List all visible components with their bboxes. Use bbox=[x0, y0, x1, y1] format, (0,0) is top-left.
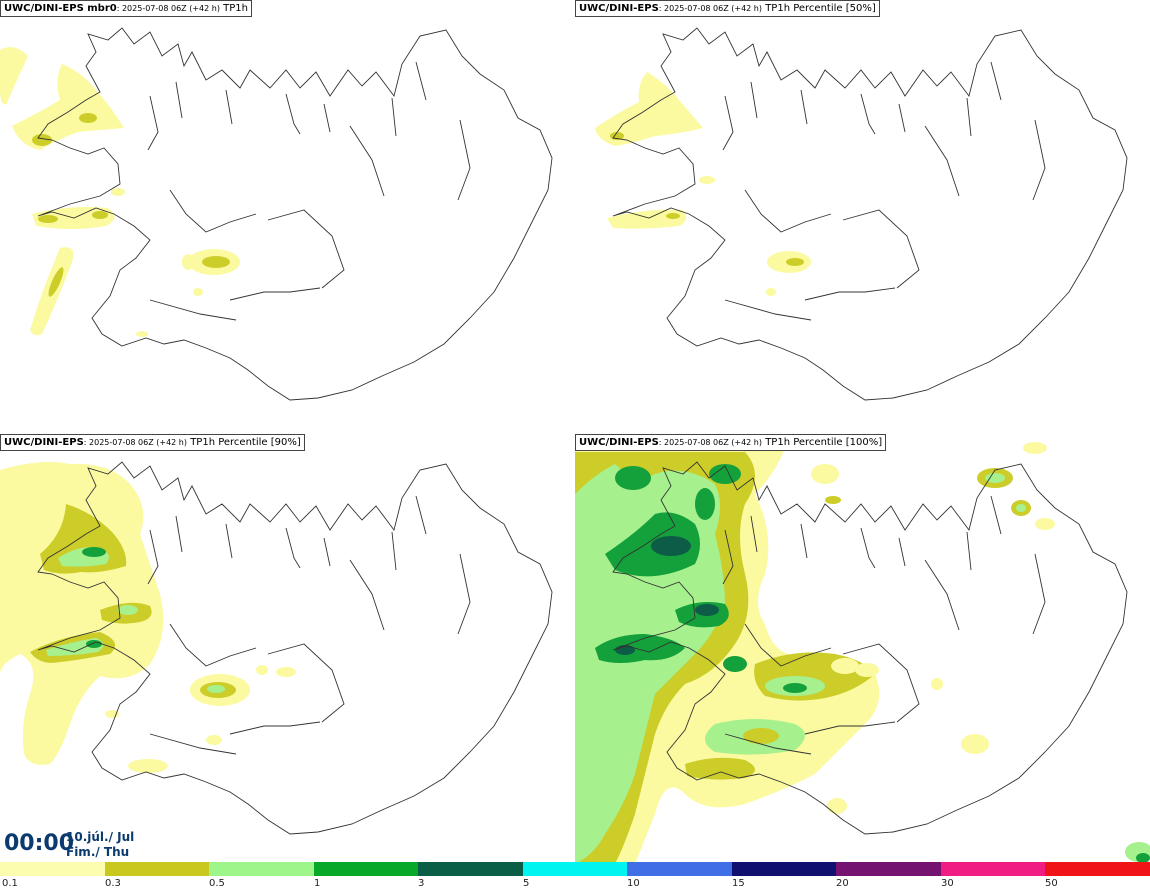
iceland-coastline bbox=[612, 27, 1128, 401]
valid-weekday: Fim./ Thu bbox=[66, 845, 130, 859]
legend-tick: 0.1 bbox=[2, 878, 18, 889]
valid-time: 00:00 bbox=[4, 831, 75, 856]
map-panel-mbr0: UWC/DINI-EPS mbr0: 2025-07-08 06Z (+42 h… bbox=[0, 0, 575, 430]
valid-time-box: 00:00 10.júl./ Jul Fim./ Thu bbox=[0, 828, 152, 862]
valid-date: 10.júl./ Jul bbox=[66, 830, 135, 844]
legend-tick: 0.3 bbox=[105, 878, 121, 889]
panel-title: UWC/DINI-EPS: 2025-07-08 06Z (+42 h) TP1… bbox=[575, 0, 880, 17]
legend-tick: 20 bbox=[836, 878, 849, 889]
legend-tick: 0.5 bbox=[209, 878, 225, 889]
iceland-coastline bbox=[612, 461, 1128, 835]
legend-swatch bbox=[314, 862, 418, 876]
legend-swatch bbox=[732, 862, 836, 876]
map-panel-p50: UWC/DINI-EPS: 2025-07-08 06Z (+42 h) TP1… bbox=[575, 0, 1150, 430]
legend-tick: 1 bbox=[314, 878, 321, 889]
precip-field bbox=[595, 72, 811, 296]
precip-field bbox=[0, 47, 240, 337]
legend-swatch bbox=[836, 862, 941, 876]
iceland-coastline bbox=[37, 27, 553, 401]
legend-tick: 3 bbox=[418, 878, 425, 889]
legend-tick: 10 bbox=[627, 878, 640, 889]
legend-swatch bbox=[941, 862, 1045, 876]
legend-swatch bbox=[0, 862, 105, 876]
legend-swatch bbox=[523, 862, 627, 876]
map-panel-p100: UWC/DINI-EPS: 2025-07-08 06Z (+42 h) TP1… bbox=[575, 434, 1150, 864]
precip-map bbox=[595, 27, 1128, 401]
precip-map bbox=[0, 461, 553, 835]
precip-map bbox=[575, 442, 1150, 864]
iceland-coastline bbox=[37, 461, 553, 835]
map-panel-p90: UWC/DINI-EPS: 2025-07-08 06Z (+42 h) TP1… bbox=[0, 434, 575, 864]
panel-title: UWC/DINI-EPS mbr0: 2025-07-08 06Z (+42 h… bbox=[0, 0, 252, 17]
legend-tick: 5 bbox=[523, 878, 530, 889]
precip-field bbox=[0, 462, 296, 773]
legend-swatch bbox=[418, 862, 523, 876]
legend-tick: 15 bbox=[732, 878, 745, 889]
panel-title: UWC/DINI-EPS: 2025-07-08 06Z (+42 h) TP1… bbox=[0, 434, 305, 451]
legend-swatch bbox=[627, 862, 732, 876]
precip-legend: 0.1 0.3 0.5 1 3 5 10 15 20 30 50 bbox=[0, 862, 1150, 891]
legend-swatch bbox=[1045, 862, 1150, 876]
legend-tick: 50 bbox=[1045, 878, 1058, 889]
panel-title: UWC/DINI-EPS: 2025-07-08 06Z (+42 h) TP1… bbox=[575, 434, 887, 451]
precip-map bbox=[0, 27, 553, 401]
legend-swatch bbox=[209, 862, 314, 876]
precip-field bbox=[575, 442, 1150, 864]
legend-tick: 30 bbox=[941, 878, 954, 889]
legend-swatch bbox=[105, 862, 209, 876]
